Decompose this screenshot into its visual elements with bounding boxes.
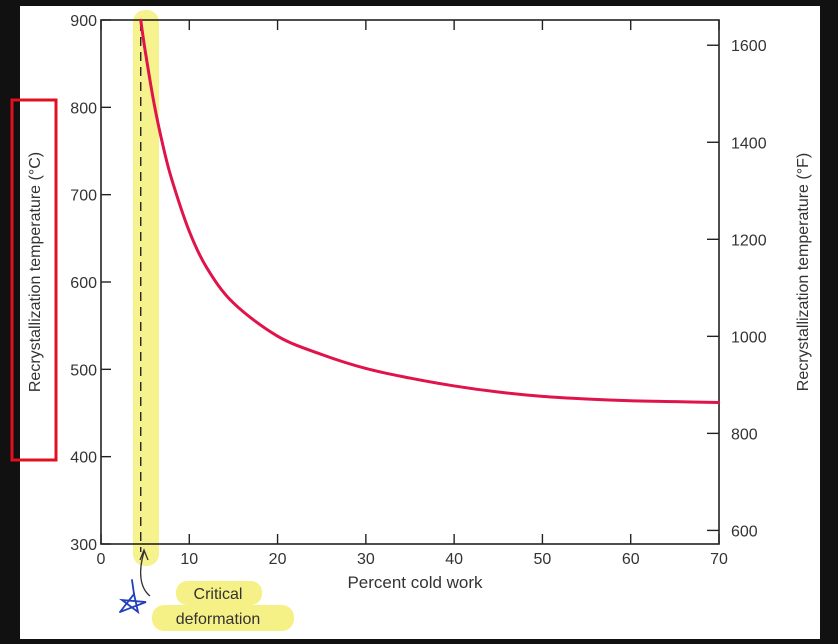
- callout-arrow: [139, 551, 151, 597]
- data-point: [139, 18, 142, 22]
- y-tick-label-left: 400: [70, 450, 97, 467]
- x-tick-label: 50: [534, 551, 552, 568]
- data-point: [497, 390, 500, 394]
- data-point: [205, 266, 209, 270]
- y-tick-label-right: 800: [731, 426, 758, 443]
- ticks-layer: 0 10 20 30 40 50 60 70 300 400 500 600 700 800 900 600 8…: [70, 13, 766, 568]
- x-tick-label: 40: [445, 551, 463, 568]
- y-axis-label-right: Recrystallization temperature (°F): [795, 153, 812, 391]
- data-point: [152, 101, 156, 105]
- critical-label-highlight: [176, 581, 262, 605]
- x-tick-label: 30: [357, 551, 375, 568]
- y-tick-label-left: 700: [70, 188, 97, 205]
- axis-label-highlight-box: [10, 98, 58, 462]
- y-tick-label-left: 300: [70, 537, 97, 554]
- y-tick-label-right: 1600: [731, 38, 767, 55]
- y-tick-label-left: 900: [70, 13, 97, 30]
- deformation-label-highlight: [152, 605, 294, 631]
- y-tick-label-right: 600: [731, 523, 758, 540]
- data-point: [452, 384, 456, 388]
- y-tick-label-right: 1000: [731, 329, 767, 346]
- data-points: [139, 18, 721, 404]
- y-tick-label-left: 800: [70, 100, 97, 117]
- data-point: [170, 177, 173, 181]
- data-point: [673, 400, 677, 403]
- critical-deformation-highlight: [133, 10, 159, 566]
- data-point: [408, 376, 412, 380]
- data-point: [161, 143, 164, 147]
- data-point: [320, 353, 323, 356]
- data-point: [364, 367, 368, 370]
- data-point: [717, 401, 721, 404]
- data-point: [143, 49, 147, 52]
- x-tick-label: 60: [622, 551, 640, 568]
- critical-label-line1: Critical: [194, 586, 243, 603]
- x-tick-label: 20: [269, 551, 287, 568]
- hand-drawn-star-icon: [118, 579, 147, 615]
- y-tick-label-right: 1400: [731, 135, 767, 152]
- data-point: [232, 301, 235, 305]
- y-tick-label-left: 500: [70, 362, 97, 379]
- data-point: [188, 230, 191, 233]
- data-point: [629, 399, 632, 402]
- callout-arrowhead-icon: [139, 548, 149, 561]
- data-point: [585, 397, 588, 401]
- x-axis-label: Percent cold work: [347, 573, 483, 592]
- x-tick-label: 70: [710, 551, 728, 568]
- critical-label-line2: deformation: [176, 611, 261, 628]
- y-tick-label-left: 600: [70, 275, 97, 292]
- y-tick-label-right: 1200: [731, 232, 767, 249]
- x-tick-label: 10: [180, 551, 198, 568]
- data-point: [541, 395, 544, 398]
- y-axis-label-left: Recrystallization temperature (°C): [27, 152, 44, 392]
- x-tick-label: 0: [97, 551, 106, 568]
- data-point: [276, 334, 279, 338]
